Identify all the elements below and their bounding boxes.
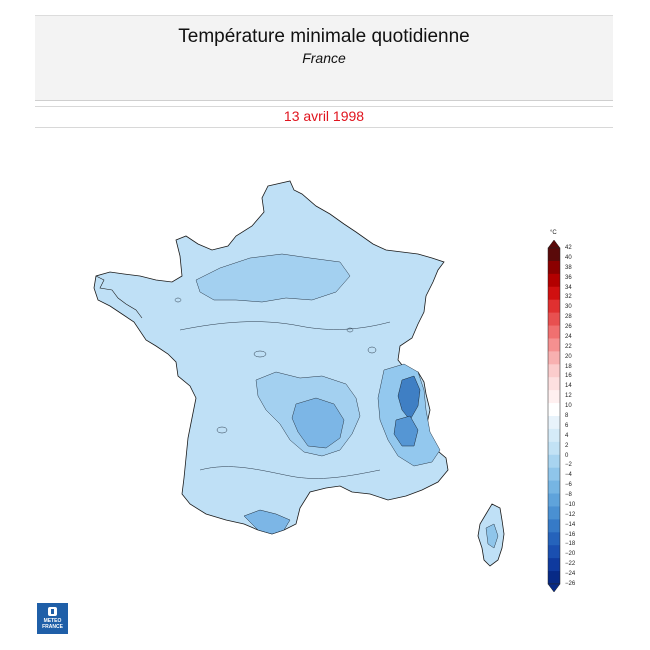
legend-color-step <box>548 454 560 469</box>
legend-color-step <box>548 325 560 339</box>
legend-tick-label: 42 <box>565 245 572 251</box>
legend-tick-label: 38 <box>565 264 572 271</box>
legend-color-step <box>548 312 560 327</box>
legend-tick-label: −12 <box>565 511 576 518</box>
legend-tick-label: −8 <box>565 492 572 499</box>
legend-color-step <box>548 506 560 520</box>
legend-color-step <box>548 338 560 352</box>
legend-tick-label: −26 <box>565 581 576 587</box>
page-title: Température minimale quotidienne <box>178 26 470 47</box>
legend-tick-label: 10 <box>565 403 572 410</box>
cold-zone-north <box>195 253 351 303</box>
legend-tick-label: 28 <box>565 314 572 321</box>
cold-zone-pyrenees <box>243 509 291 535</box>
isotherm-contours <box>174 297 391 479</box>
legend-color-step <box>548 390 560 404</box>
legend-tick-label: −10 <box>565 501 576 508</box>
legend-tick-label: 0 <box>565 452 569 459</box>
corsica-cold-zone <box>485 523 499 549</box>
legend-color-step <box>548 467 560 482</box>
legend-tick-label: 34 <box>565 284 572 291</box>
legend-color-step <box>548 416 560 430</box>
color-legend: °C 42 40 38 36 34 32 30 28 26 24 22 20 18 16 14 12 10 8 6 4… <box>540 230 600 592</box>
coldest-zone-alps <box>397 375 421 421</box>
legend-color-step <box>548 532 560 546</box>
legend-tick-label: 24 <box>565 333 572 340</box>
legend-color-step <box>548 441 560 456</box>
legend-color-step <box>548 286 560 301</box>
divider <box>35 127 613 128</box>
legend-tick-label: −20 <box>565 551 576 558</box>
legend-min-arrow <box>547 583 561 592</box>
legend-color-step <box>548 299 560 314</box>
legend-color-step <box>548 545 560 559</box>
legend-color-step <box>548 351 560 365</box>
legend-color-step <box>548 480 560 495</box>
legend-color-step <box>548 571 560 585</box>
legend-color-step <box>548 377 560 391</box>
cold-zone-massif <box>291 397 345 449</box>
legend-tick-label: 36 <box>565 274 572 281</box>
legend-tick-label: 20 <box>565 353 572 360</box>
logo-line1: METEO <box>43 618 62 624</box>
legend-tick-label: 16 <box>565 373 572 380</box>
legend-color-step <box>548 248 560 262</box>
legend-tick-label: 8 <box>565 413 569 419</box>
legend-tick-label: −22 <box>565 561 576 568</box>
legend-tick-label: −18 <box>565 541 576 548</box>
legend-tick-label: 12 <box>565 393 572 400</box>
legend-colorbar <box>547 240 561 592</box>
header-panel: Température minimale quotidienne France <box>35 15 613 101</box>
legend-color-step <box>548 364 560 378</box>
legend-color-step <box>548 260 560 275</box>
legend-unit: °C <box>550 230 557 236</box>
legend-color-step <box>548 273 560 288</box>
legend-tick-label: 2 <box>565 442 569 449</box>
coldest-zone-alps-south <box>393 415 419 447</box>
meteo-france-logo: METEO FRANCE <box>37 603 68 634</box>
legend-tick-label: −24 <box>565 571 576 578</box>
page-subtitle: France <box>302 50 346 66</box>
france-mainland <box>93 180 449 535</box>
legend-tick-label: 14 <box>565 383 572 390</box>
legend-tick-label: 30 <box>565 304 572 311</box>
legend-tick-label: 4 <box>565 432 569 439</box>
legend-max-arrow <box>547 240 561 249</box>
legend-tick-label: 6 <box>565 422 569 429</box>
legend-color-step <box>548 403 560 417</box>
legend-color-step <box>548 558 560 572</box>
legend-color-step <box>548 428 560 443</box>
legend-tick-label: −2 <box>565 462 572 469</box>
legend-tick-label: 40 <box>565 254 572 261</box>
brittany-coast <box>95 275 143 319</box>
logo-text: METEO FRANCE <box>37 618 68 630</box>
legend-tick-label: 22 <box>565 343 572 350</box>
logo-icon <box>48 607 57 616</box>
legend-tick-label: −4 <box>565 472 572 479</box>
legend-tick-label: −6 <box>565 482 572 489</box>
legend-tick-label: 26 <box>565 324 572 331</box>
logo-line2: FRANCE <box>42 624 63 630</box>
legend-tick-label: 32 <box>565 294 572 301</box>
map-date: 13 avril 1998 <box>283 108 365 124</box>
legend-color-step <box>548 519 560 533</box>
divider <box>35 106 613 107</box>
legend-tick-label: 18 <box>565 363 572 370</box>
legend-tick-label: −14 <box>565 521 576 528</box>
legend-color-step <box>548 493 560 507</box>
legend-tick-label: −16 <box>565 531 576 538</box>
